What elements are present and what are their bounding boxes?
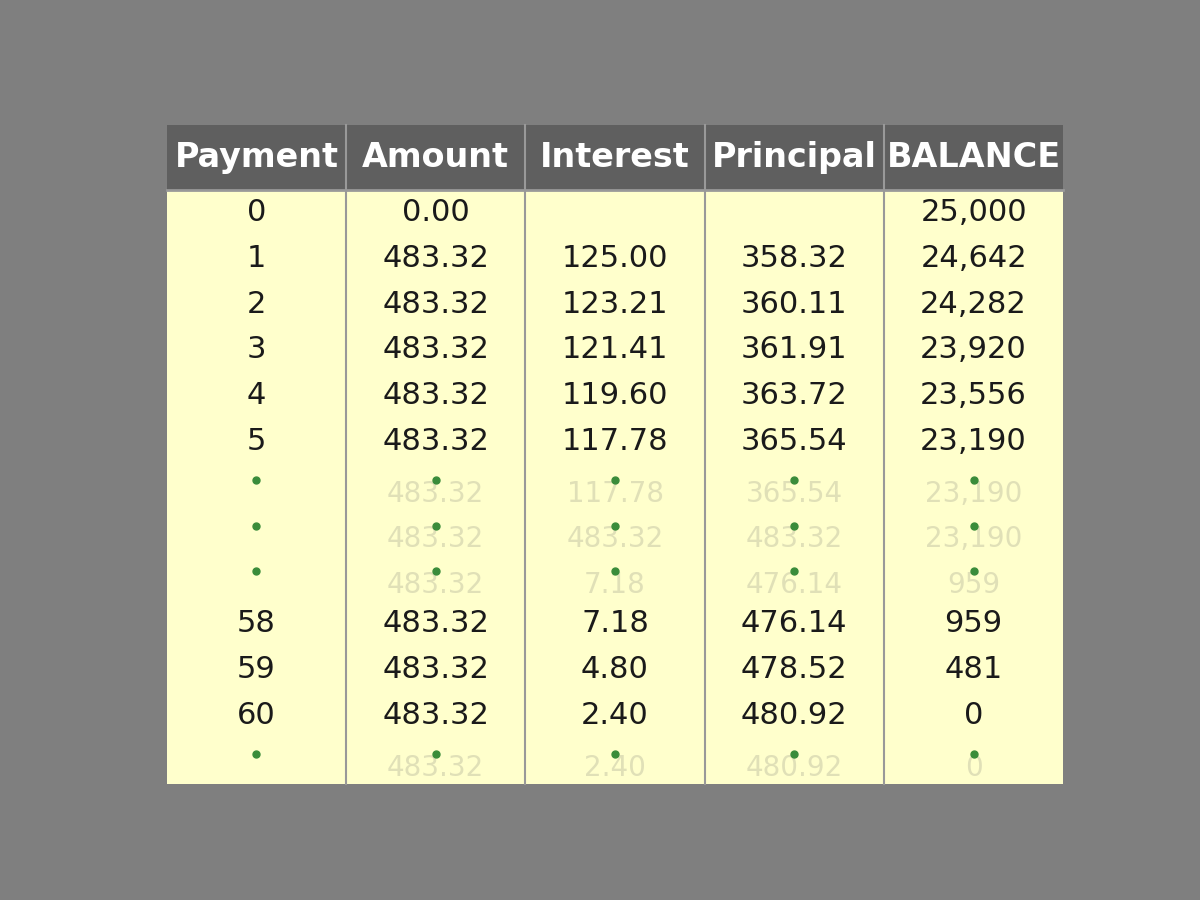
Text: 7.18: 7.18 [584,571,646,599]
Text: 3: 3 [247,335,266,365]
Text: 2.40: 2.40 [584,753,646,782]
Text: 360.11: 360.11 [740,290,847,319]
Text: 4: 4 [247,381,266,410]
Text: 117.78: 117.78 [566,480,664,508]
Text: BALANCE: BALANCE [887,141,1061,174]
Text: 483.32: 483.32 [388,571,485,599]
Text: 0: 0 [965,753,983,782]
Text: 60: 60 [238,701,276,730]
Text: 483.32: 483.32 [383,335,490,365]
Text: 476.14: 476.14 [746,571,842,599]
Text: 483.32: 483.32 [566,526,664,554]
Text: 0: 0 [964,701,983,730]
Bar [167,125,1063,190]
Text: 358.32: 358.32 [740,244,847,273]
Text: 23,190: 23,190 [925,526,1022,554]
Text: 483.32: 483.32 [388,753,485,782]
Text: 483.32: 483.32 [383,655,490,684]
Text: 24,642: 24,642 [920,244,1027,273]
Text: 123.21: 123.21 [562,290,668,319]
Text: 121.41: 121.41 [562,335,668,365]
Text: 363.72: 363.72 [740,381,847,410]
Text: 483.32: 483.32 [383,701,490,730]
Text: 478.52: 478.52 [740,655,847,684]
Text: 25,000: 25,000 [920,198,1027,227]
Text: 23,556: 23,556 [920,381,1027,410]
Text: 2.40: 2.40 [581,701,649,730]
Text: 959: 959 [947,571,1000,599]
Text: 476.14: 476.14 [742,609,847,638]
Text: 1: 1 [247,244,266,273]
Text: 483.32: 483.32 [745,526,842,554]
Text: 4.80: 4.80 [581,655,649,684]
Text: 7.18: 7.18 [581,609,649,638]
Text: 365.54: 365.54 [745,480,842,508]
Text: Interest: Interest [540,141,690,174]
Text: 59: 59 [238,655,276,684]
Text: Principal: Principal [712,141,877,174]
Text: 2: 2 [247,290,266,319]
Text: 119.60: 119.60 [562,381,668,410]
Text: 365.54: 365.54 [740,427,847,455]
Text: 361.91: 361.91 [740,335,847,365]
Text: 23,190: 23,190 [920,427,1027,455]
Text: Amount: Amount [362,141,509,174]
Bar [167,190,1063,784]
Text: 5: 5 [247,427,266,455]
Text: 481: 481 [944,655,1003,684]
Text: 24,282: 24,282 [920,290,1027,319]
Text: 58: 58 [236,609,276,638]
Text: 480.92: 480.92 [745,753,842,782]
Text: 0.00: 0.00 [402,198,469,227]
Text: 483.32: 483.32 [383,290,490,319]
Text: 483.32: 483.32 [388,480,485,508]
Text: 125.00: 125.00 [562,244,668,273]
Text: 959: 959 [944,609,1003,638]
Text: 483.32: 483.32 [383,381,490,410]
Text: 480.92: 480.92 [740,701,847,730]
Text: 23,920: 23,920 [920,335,1027,365]
Text: 117.78: 117.78 [562,427,668,455]
Text: 483.32: 483.32 [388,526,485,554]
Text: 483.32: 483.32 [383,244,490,273]
Text: 483.32: 483.32 [383,609,490,638]
Text: 0: 0 [247,198,266,227]
Text: Payment: Payment [174,141,338,174]
Text: 23,190: 23,190 [925,480,1022,508]
Text: 483.32: 483.32 [383,427,490,455]
